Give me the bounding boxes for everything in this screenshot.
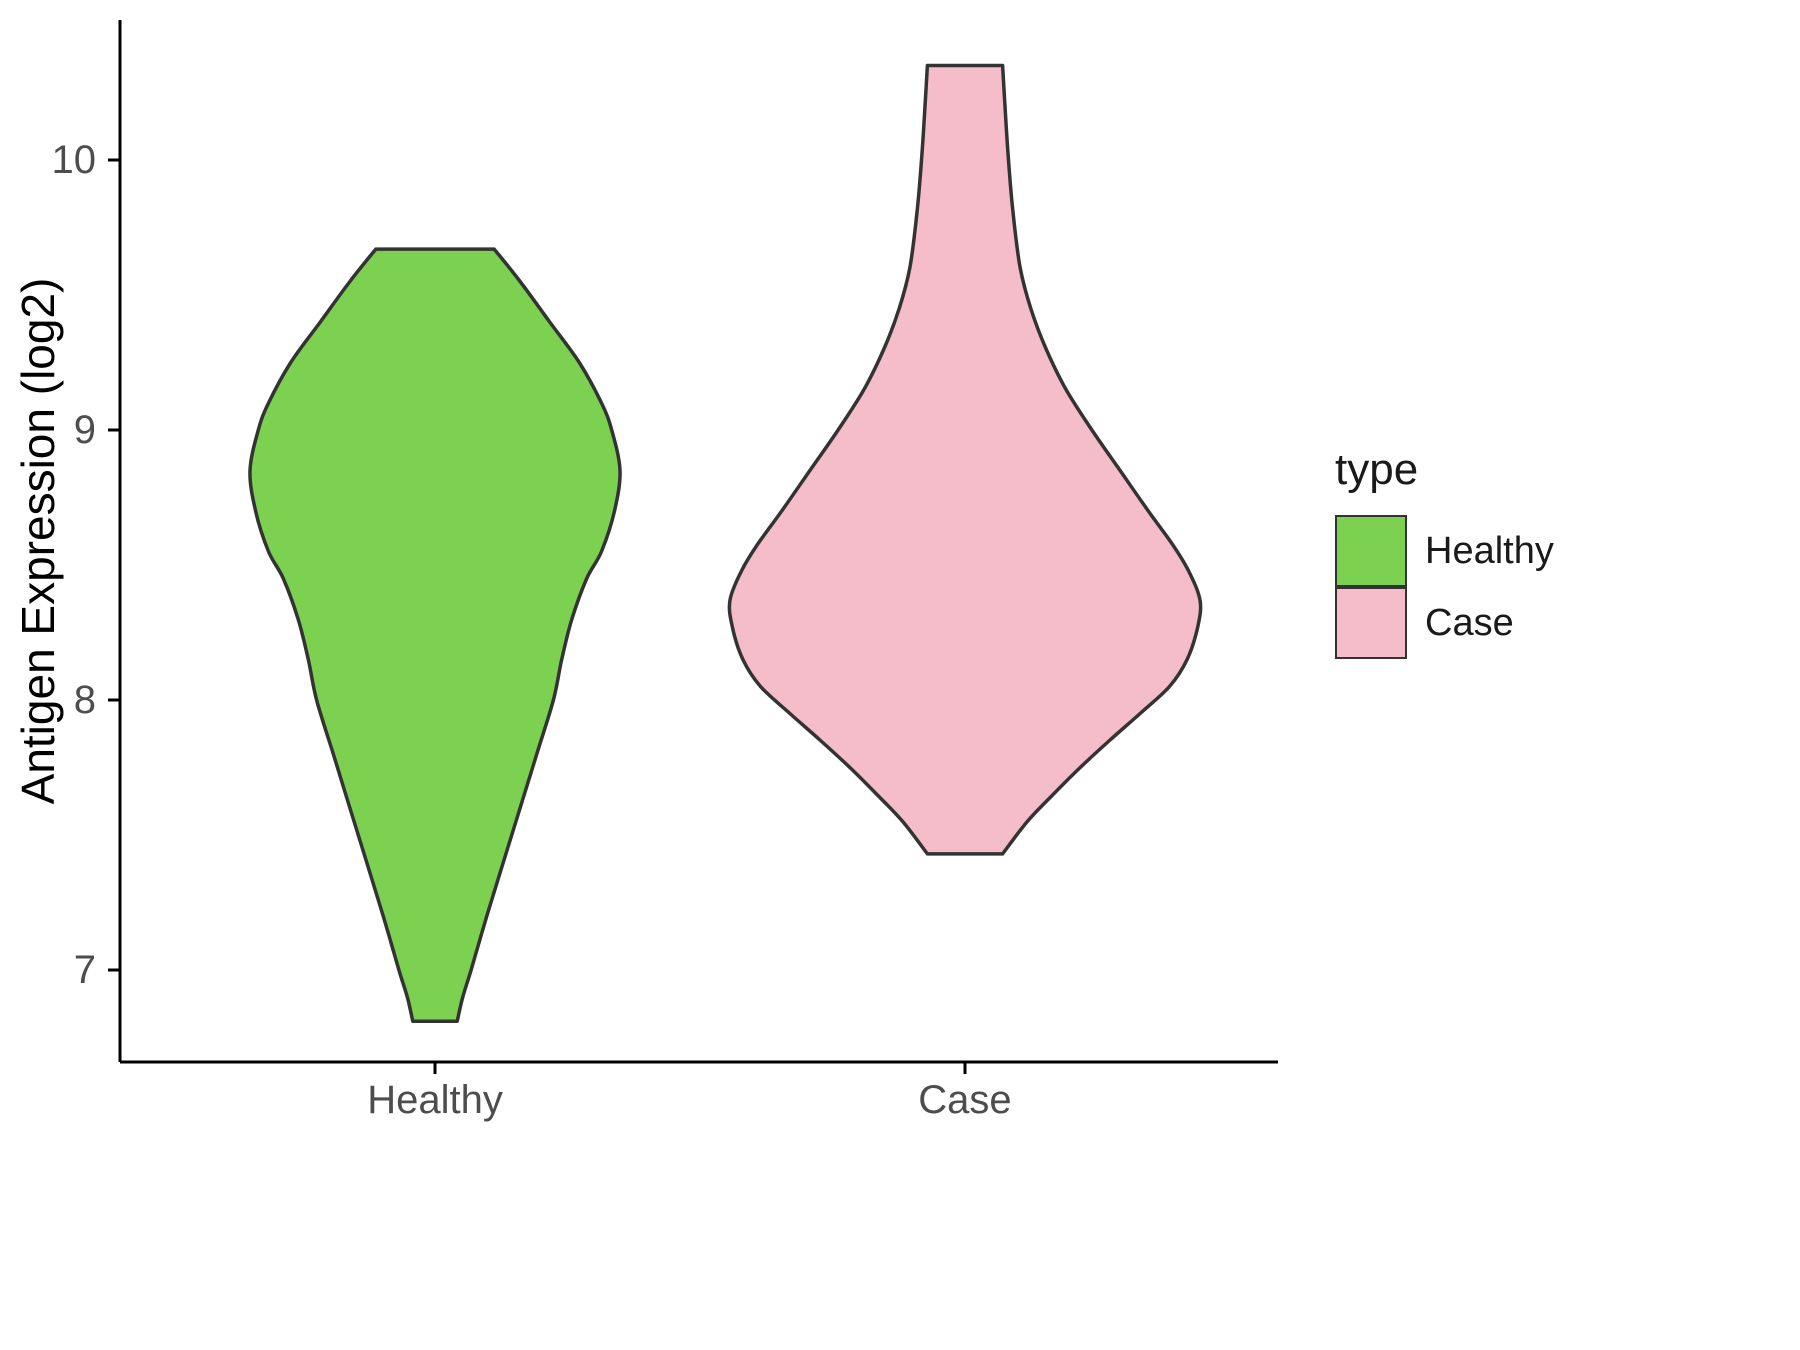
legend-swatch-case [1335,587,1407,659]
legend-label-healthy: Healthy [1425,529,1554,572]
legend-keys: Healthy Case [1335,515,1554,659]
y-tick-label: 10 [51,138,97,182]
violin-case [727,63,1203,856]
violin-healthy [248,247,622,1024]
y-axis-title: Antigen Expression (log2) [12,277,64,805]
x-category-label: Case [918,1078,1012,1122]
y-tick-label: 7 [73,948,96,992]
x-category-label: Healthy [367,1078,503,1122]
legend-label-case: Case [1425,601,1514,644]
y-tick-label: 8 [73,678,96,722]
legend: type Healthy Case [1335,445,1554,659]
legend-item-healthy: Healthy [1335,515,1554,587]
legend-title: type [1335,445,1419,494]
legend-item-case: Case [1335,587,1554,659]
y-tick-label: 9 [73,408,96,452]
legend-swatch-healthy [1335,515,1407,587]
